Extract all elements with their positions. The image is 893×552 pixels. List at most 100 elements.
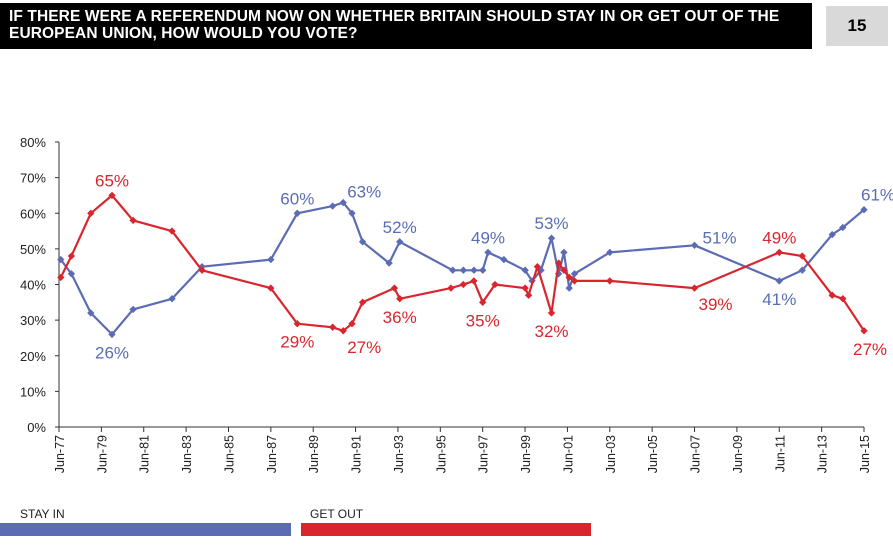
x-tick-label: Jun-85 — [222, 435, 236, 473]
data-point-get-out — [491, 280, 499, 289]
data-point-stay-in — [521, 266, 529, 274]
y-tick-label: 0% — [27, 420, 46, 435]
data-point-stay-in — [385, 259, 393, 267]
data-point-get-out — [339, 327, 347, 335]
x-tick-label: Jun-89 — [307, 435, 321, 473]
data-point-get-out — [390, 284, 399, 292]
data-point-stay-in — [775, 277, 783, 285]
data-label-stay-in: 52% — [383, 218, 417, 237]
data-point-get-out — [606, 277, 614, 285]
data-label-get-out: 32% — [534, 322, 568, 341]
data-point-stay-in — [547, 234, 556, 242]
data-point-get-out — [690, 284, 699, 292]
data-label-stay-in: 49% — [471, 228, 505, 247]
x-tick-label: Jun-05 — [646, 435, 660, 473]
x-tick-label: Jun-83 — [180, 435, 194, 473]
data-point-get-out — [67, 252, 76, 260]
x-tick-label: Jun-11 — [773, 435, 787, 472]
data-point-stay-in — [267, 255, 275, 264]
data-label-get-out: 27% — [853, 340, 887, 359]
data-point-get-out — [459, 280, 467, 289]
data-point-stay-in — [108, 330, 116, 339]
data-label-stay-in: 26% — [95, 343, 129, 362]
data-label-get-out: 35% — [466, 311, 500, 330]
data-label-get-out: 49% — [762, 228, 796, 247]
data-point-stay-in — [328, 202, 337, 210]
page-number: 15 — [826, 6, 888, 46]
line-chart: 0% 10% 20% 30% 40% 50% 60% 70% 80% Jun-77 Jun-79 Ju… — [20, 135, 893, 473]
data-point-get-out — [533, 263, 542, 271]
y-tick-label: 60% — [20, 206, 46, 221]
data-point-stay-in — [168, 295, 176, 303]
data-point-stay-in — [449, 266, 457, 274]
data-point-get-out — [267, 284, 275, 292]
data-point-get-out — [570, 277, 579, 285]
data-point-stay-in — [570, 270, 579, 278]
data-point-stay-in — [484, 248, 492, 257]
x-tick-label: Jun-93 — [392, 435, 406, 473]
data-point-get-out — [198, 266, 206, 274]
data-label-get-out: 36% — [383, 308, 417, 327]
data-point-get-out — [839, 295, 847, 303]
data-point-stay-in — [828, 230, 836, 239]
data-point-get-out — [775, 248, 783, 257]
data-point-stay-in — [479, 266, 487, 274]
data-point-stay-in — [560, 248, 568, 257]
legend-swatch-get-out — [301, 523, 591, 536]
data-point-get-out — [479, 298, 487, 306]
data-point-get-out — [358, 298, 367, 306]
data-label-stay-in: 61% — [861, 186, 893, 205]
data-label-get-out: 39% — [699, 295, 733, 314]
data-point-stay-in — [129, 305, 137, 314]
y-tick-label: 80% — [20, 135, 46, 150]
x-tick-label: Jun-03 — [604, 435, 618, 473]
data-label-get-out: 27% — [347, 338, 381, 357]
data-point-get-out — [57, 273, 65, 282]
data-point-stay-in — [358, 238, 367, 246]
data-label-stay-in: 53% — [534, 214, 568, 233]
data-point-get-out — [798, 252, 806, 260]
data-point-get-out — [168, 227, 176, 235]
legend-label-stay-in: STAY IN — [20, 507, 65, 521]
data-label-stay-in: 60% — [280, 189, 314, 208]
x-tick-label: Jun-87 — [265, 435, 279, 473]
data-point-get-out — [108, 191, 116, 200]
y-tick-label: 10% — [20, 384, 46, 399]
y-tick-label: 50% — [20, 242, 46, 257]
data-point-stay-in — [348, 209, 356, 217]
series-line-get-out — [59, 194, 865, 332]
data-point-stay-in — [339, 198, 347, 207]
x-tick-label: Jun-99 — [519, 435, 533, 473]
data-point-get-out — [547, 309, 556, 317]
data-point-stay-in — [57, 255, 65, 264]
y-tick-label: 70% — [20, 171, 46, 186]
data-point-get-out — [396, 295, 404, 303]
data-point-get-out — [565, 273, 573, 282]
data-point-get-out — [828, 291, 836, 299]
series-line-stay-in — [59, 201, 865, 336]
data-point-get-out — [348, 320, 356, 328]
x-tick-label: Jun-77 — [53, 435, 67, 473]
data-point-get-out — [554, 259, 563, 267]
data-label-stay-in: 41% — [762, 290, 796, 309]
x-tick-label: Jun-15 — [858, 435, 872, 473]
x-tick-label: Jun-09 — [731, 435, 745, 473]
data-point-stay-in — [565, 284, 573, 292]
data-point-stay-in — [459, 266, 468, 274]
y-tick-label: 30% — [20, 313, 46, 328]
x-tick-label: Jun-95 — [434, 435, 448, 473]
data-point-get-out — [328, 323, 337, 331]
data-point-stay-in — [396, 238, 404, 246]
data-point-stay-in — [839, 223, 847, 232]
y-tick-label: 40% — [20, 278, 46, 293]
x-tick-label: Jun-91 — [350, 435, 364, 473]
x-tick-label: Jun-81 — [138, 435, 152, 473]
data-label-stay-in: 51% — [703, 228, 737, 247]
data-point-stay-in — [500, 255, 508, 264]
legend-label-get-out: GET OUT — [310, 507, 364, 521]
data-point-get-out — [521, 284, 529, 292]
x-tick-label: Jun-97 — [477, 435, 491, 473]
y-tick-label: 20% — [20, 349, 46, 364]
data-point-get-out — [293, 320, 301, 328]
chart-title: IF THERE WERE A REFERENDUM NOW ON WHETHE… — [9, 8, 780, 42]
